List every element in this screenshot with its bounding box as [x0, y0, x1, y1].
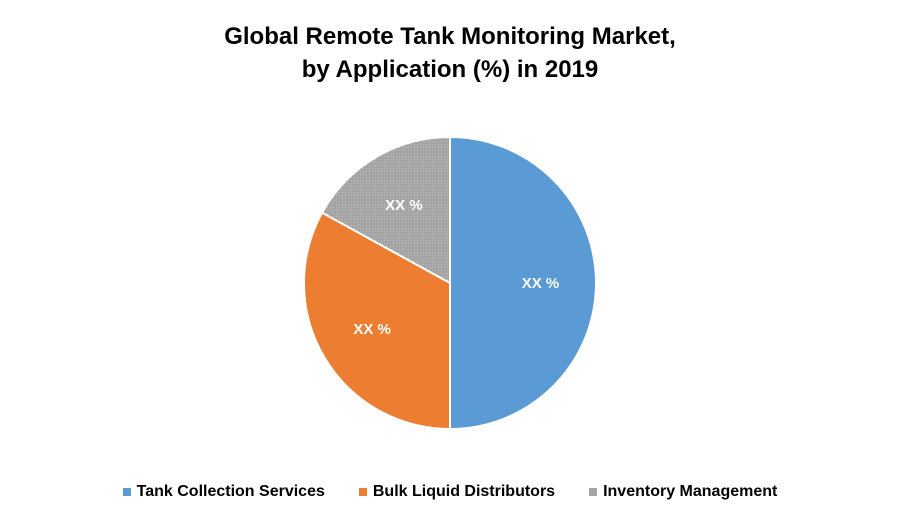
legend-swatch-inventory-management	[589, 488, 598, 496]
legend-label-tank-collection-services: Tank Collection Services	[136, 483, 325, 500]
legend: Tank Collection Services Bulk Liquid Dis…	[0, 483, 900, 501]
data-label-bulk-liquid-distributors: XX %	[353, 321, 391, 338]
data-label-inventory-management: XX %	[385, 197, 423, 214]
chart-title-line-1: Global Remote Tank Monitoring Market,	[224, 23, 676, 50]
legend-label-inventory-management: Inventory Management	[603, 483, 778, 500]
pie-slice-bulk-liquid-distributors	[303, 211, 451, 431]
data-label-tank-collection-services: XX %	[522, 275, 560, 292]
chart-title-line-2: by Application (%) in 2019	[301, 56, 599, 83]
legend-swatch-bulk-liquid-distributors	[358, 488, 367, 496]
legend-item-bulk-liquid-distributors: Bulk Liquid Distributors	[358, 483, 556, 501]
pie-slice-tank-collection-services	[449, 135, 597, 431]
legend-label-bulk-liquid-distributors: Bulk Liquid Distributors	[372, 483, 556, 500]
legend-item-inventory-management: Inventory Management	[589, 483, 777, 501]
chart-title: Global Remote Tank Monitoring Market, by…	[0, 20, 900, 86]
pie-slice-inventory-management	[320, 135, 451, 285]
legend-swatch-tank-collection-services	[122, 488, 131, 496]
legend-item-tank-collection-services: Tank Collection Services	[122, 483, 325, 501]
